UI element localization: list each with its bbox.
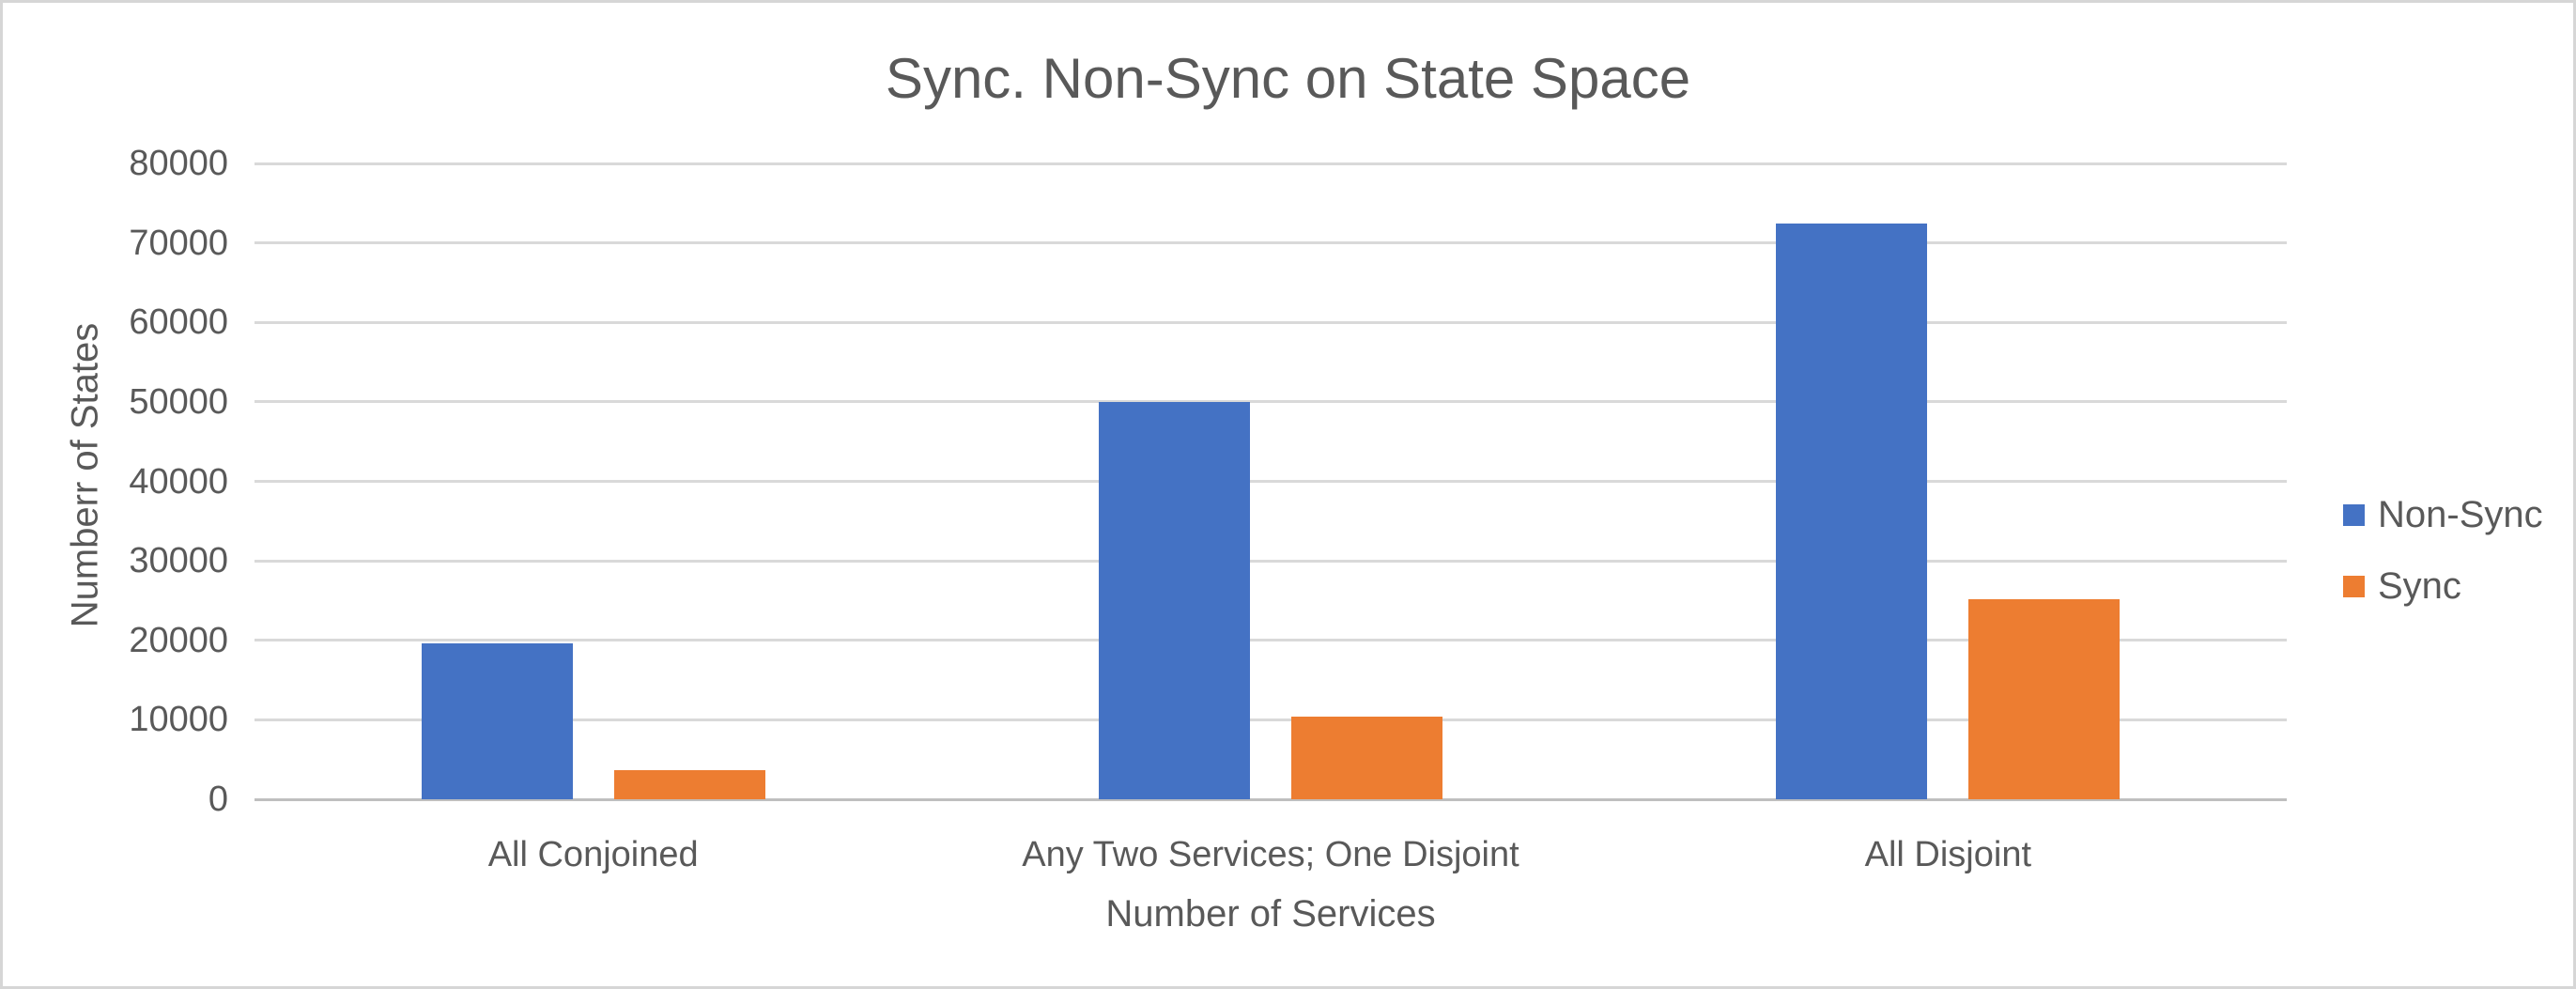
gridline	[255, 241, 2287, 245]
gridline	[255, 639, 2287, 642]
category-label-all-disjoint: All Disjoint	[1864, 835, 2032, 874]
gridline	[255, 480, 2287, 483]
bar-group-any-two-services-one-disjoint	[932, 163, 1609, 799]
y-tick-label: 40000	[129, 461, 228, 502]
bar-sync-any-two-services-one-disjoint	[1290, 717, 1442, 799]
y-tick-label: 20000	[129, 620, 228, 660]
bar-non-sync-any-two-services-one-disjoint	[1098, 401, 1250, 799]
bar-group-all-disjoint	[1610, 163, 2287, 799]
legend-item-sync: Sync	[2343, 564, 2543, 608]
legend-swatch-sync	[2343, 575, 2365, 597]
x-axis-category-labels: All Conjoined Any Two Services; One Disjo…	[255, 835, 2287, 875]
bar-non-sync-all-conjoined	[421, 643, 573, 799]
legend-label-non-sync: Non-Sync	[2378, 493, 2543, 535]
chart-title: Sync. Non-Sync on State Space	[885, 47, 1691, 110]
y-tick-label: 60000	[129, 302, 228, 343]
bar-non-sync-all-disjoint	[1776, 224, 1928, 799]
y-tick-label: 70000	[129, 223, 228, 263]
category-label-any-two-services-one-disjoint: Any Two Services; One Disjoint	[1022, 835, 1519, 874]
plot-area	[255, 162, 2287, 801]
gridline	[255, 400, 2287, 404]
bar-groups	[255, 163, 2287, 799]
gridline	[255, 320, 2287, 324]
legend-label-sync: Sync	[2378, 564, 2461, 607]
bar-group-all-conjoined	[255, 163, 932, 799]
x-axis-title: Number of Services	[1105, 893, 1436, 935]
y-tick-label: 50000	[129, 381, 228, 422]
legend-swatch-non-sync	[2343, 503, 2365, 526]
y-tick-label: 10000	[129, 700, 228, 740]
x-axis-line	[255, 797, 2287, 801]
gridline	[255, 559, 2287, 563]
bar-sync-all-disjoint	[1968, 598, 2121, 799]
y-tick-label: 0	[208, 780, 228, 819]
y-tick-label: 30000	[129, 541, 228, 581]
bar-sync-all-conjoined	[613, 769, 765, 799]
category-label-all-conjoined: All Conjoined	[487, 835, 699, 874]
gridline	[255, 718, 2287, 721]
gridline	[255, 162, 2287, 165]
y-tick-label: 80000	[129, 144, 228, 183]
legend: Non-Sync Sync	[2343, 493, 2543, 608]
legend-item-non-sync: Non-Sync	[2343, 493, 2543, 536]
